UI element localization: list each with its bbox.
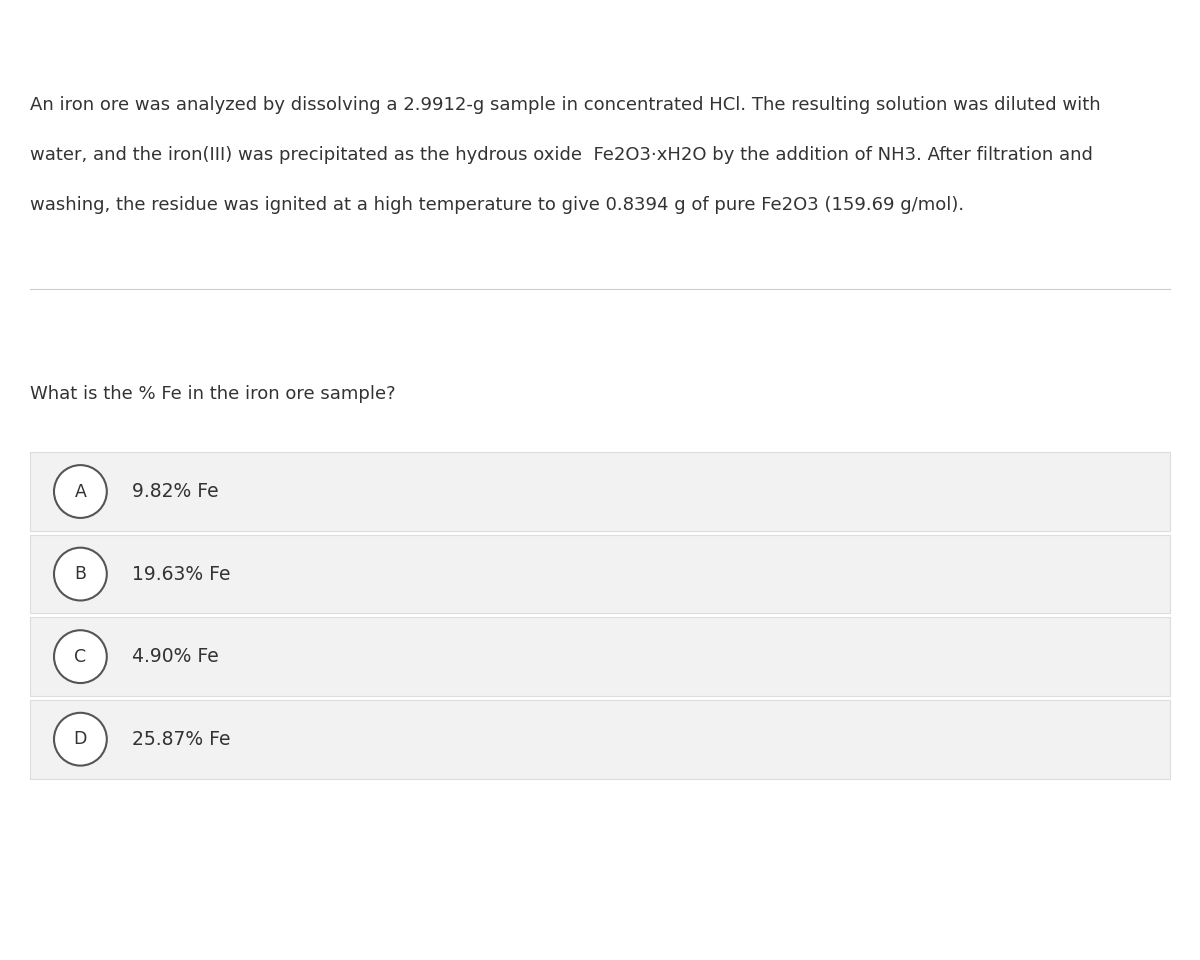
FancyBboxPatch shape xyxy=(30,452,1170,531)
Text: D: D xyxy=(73,731,88,748)
Text: washing, the residue was ignited at a high temperature to give 0.8394 g of pure : washing, the residue was ignited at a hi… xyxy=(30,196,964,214)
FancyBboxPatch shape xyxy=(30,700,1170,779)
FancyBboxPatch shape xyxy=(30,535,1170,613)
FancyBboxPatch shape xyxy=(30,617,1170,696)
Ellipse shape xyxy=(54,631,107,684)
Text: water, and the iron(III) was precipitated as the hydrous oxide  Fe2O3·xH2O by th: water, and the iron(III) was precipitate… xyxy=(30,146,1093,164)
Ellipse shape xyxy=(54,712,107,766)
Text: C: C xyxy=(74,648,86,665)
Text: B: B xyxy=(74,565,86,583)
Text: 9.82% Fe: 9.82% Fe xyxy=(132,482,218,501)
Text: 19.63% Fe: 19.63% Fe xyxy=(132,564,230,584)
Text: 4.90% Fe: 4.90% Fe xyxy=(132,647,218,666)
Ellipse shape xyxy=(54,466,107,518)
Ellipse shape xyxy=(54,548,107,601)
Text: An iron ore was analyzed by dissolving a 2.9912-g sample in concentrated HCl. Th: An iron ore was analyzed by dissolving a… xyxy=(30,96,1100,114)
Text: What is the % Fe in the iron ore sample?: What is the % Fe in the iron ore sample? xyxy=(30,385,396,403)
Text: 25.87% Fe: 25.87% Fe xyxy=(132,730,230,749)
Text: A: A xyxy=(74,483,86,500)
